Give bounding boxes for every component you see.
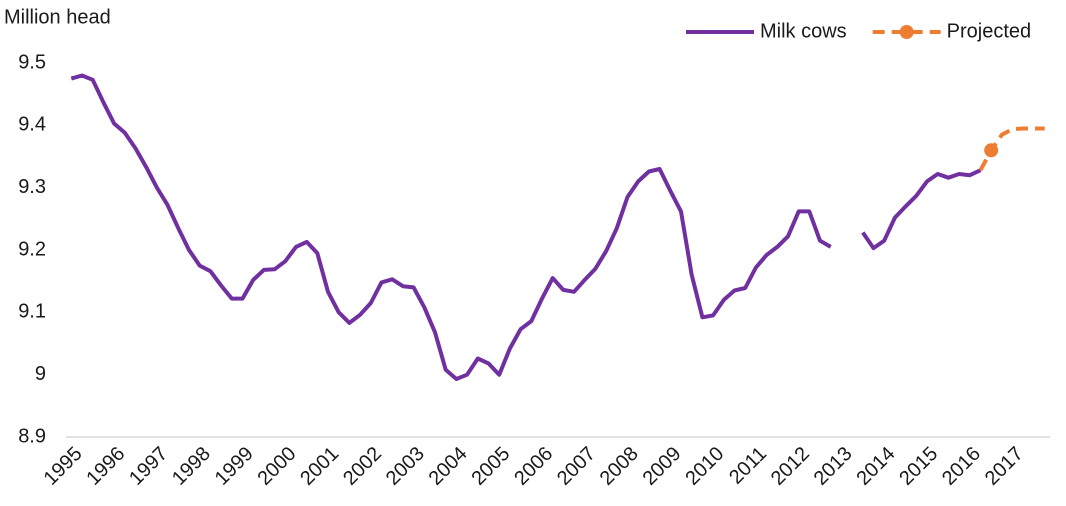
x-tick-label: 2003 — [382, 443, 429, 490]
x-tick-label: 2017 — [981, 443, 1028, 490]
x-tick-label: 1999 — [211, 443, 258, 490]
x-tick-label: 2016 — [938, 443, 985, 490]
y-tick-label: 9.4 — [18, 114, 46, 136]
x-tick-label: 2008 — [596, 443, 643, 490]
y-tick-label: 9.1 — [18, 301, 46, 323]
y-tick-label: 8.9 — [18, 425, 46, 447]
legend-label: Milk cows — [760, 20, 847, 42]
x-tick-label: 2011 — [725, 443, 771, 489]
series-line — [70, 73, 982, 381]
x-tick-label: 2010 — [681, 443, 728, 490]
x-tick-label: 1995 — [40, 443, 87, 490]
x-tick-label: 2015 — [895, 443, 942, 490]
y-tick-label: 9.5 — [18, 51, 46, 73]
y-axis-label: Million head — [4, 6, 111, 28]
x-tick-label: 2013 — [810, 443, 857, 490]
y-tick-label: 9.2 — [18, 238, 46, 260]
x-tick-label: 2002 — [339, 443, 386, 490]
y-tick-label: 9.3 — [18, 176, 46, 198]
x-tick-label: 1998 — [168, 443, 215, 490]
x-tick-label: 2009 — [639, 443, 686, 490]
legend-label: Projected — [947, 20, 1032, 42]
x-tick-label: 2005 — [467, 443, 514, 490]
x-tick-label: 2014 — [852, 443, 899, 490]
x-tick-label: 1996 — [82, 443, 129, 490]
x-tick-label: 2012 — [767, 443, 814, 490]
x-tick-label: 2004 — [425, 443, 472, 490]
point-marker — [984, 143, 999, 158]
x-tick-label: 2006 — [510, 443, 557, 490]
x-tick-label: 2000 — [254, 443, 301, 490]
legend-marker — [899, 25, 914, 39]
x-tick-label: 2007 — [553, 443, 600, 490]
x-tick-label: 2001 — [296, 443, 343, 490]
y-tick-label: 9 — [35, 363, 46, 385]
x-tick-label: 1997 — [125, 443, 172, 490]
